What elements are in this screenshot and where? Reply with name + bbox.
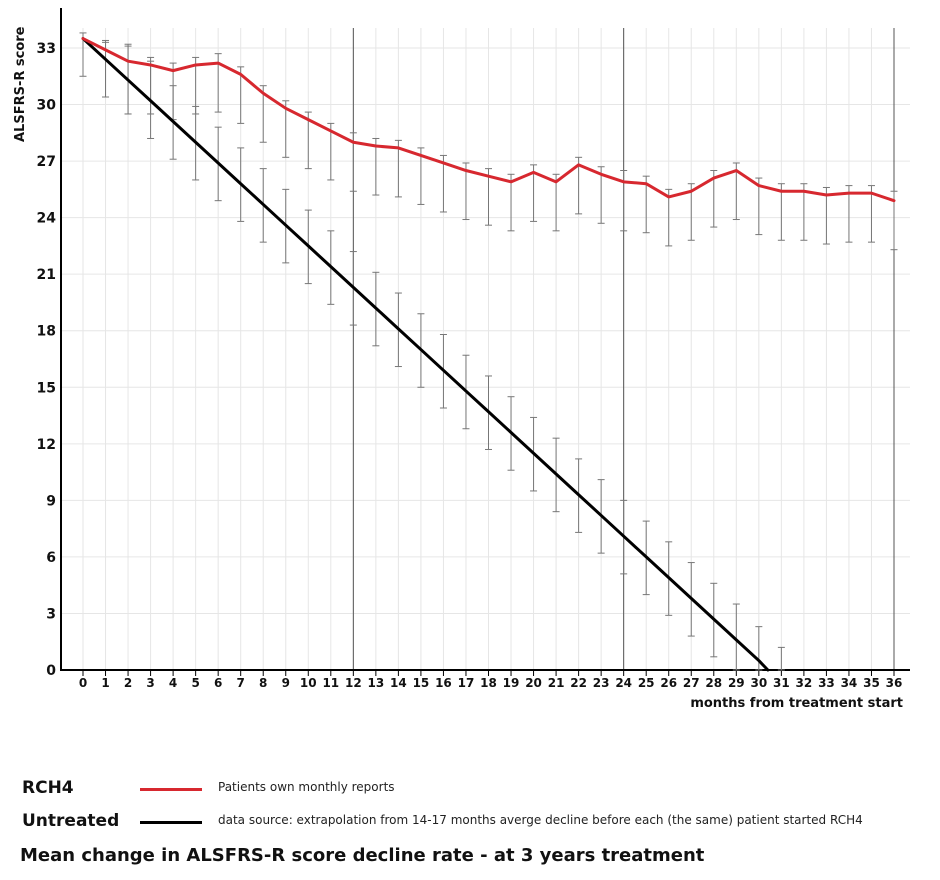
y-axis-label: ALSFRS-R score (13, 26, 28, 142)
error-bar-rch4-31 (777, 183, 785, 241)
y-tick-label-21: 21 (37, 267, 56, 283)
x-tick-label-7: 7 (237, 676, 245, 690)
y-tick-label-9: 9 (46, 493, 56, 509)
x-tick-label-12: 12 (345, 676, 362, 690)
x-tick-label-23: 23 (593, 676, 610, 690)
error-bar-rch4-19 (507, 173, 515, 232)
x-tick-label-35: 35 (863, 676, 880, 690)
error-bar-untreated-30 (755, 626, 763, 671)
x-tick-label-34: 34 (841, 676, 858, 690)
error-bar-rch4-14 (394, 139, 402, 198)
x-tick-label-18: 18 (480, 676, 497, 690)
error-bar-rch4-11 (327, 122, 335, 181)
y-tick-label-3: 3 (46, 606, 56, 622)
error-bar-rch4-3 (147, 56, 155, 115)
x-tick-label-0: 0 (79, 676, 87, 690)
series-line-rch4 (81, 37, 896, 203)
x-tick-label-17: 17 (458, 676, 475, 690)
error-bar-rch4-28 (710, 170, 718, 228)
legend-entry-untreated: Untreated data source: extrapolation fro… (0, 811, 940, 833)
x-tick-label-13: 13 (368, 676, 385, 690)
y-tick-label-12: 12 (37, 437, 56, 453)
error-bar-rch4-13 (372, 137, 380, 196)
x-tick-label-14: 14 (390, 676, 407, 690)
x-tick-label-3: 3 (146, 676, 154, 690)
error-bar-rch4-15 (417, 147, 425, 205)
y-tick-label-6: 6 (46, 550, 56, 566)
error-bar-rch4-17 (462, 162, 470, 221)
x-tick-label-15: 15 (413, 676, 430, 690)
axes (60, 8, 910, 671)
error-bar-rch4-9 (282, 100, 290, 158)
x-tick-label-21: 21 (548, 676, 565, 690)
y-tick-label-27: 27 (37, 154, 56, 170)
x-tick-label-26: 26 (660, 676, 677, 690)
error-bar-rch4-20 (530, 164, 538, 222)
x-tick-label-6: 6 (214, 676, 222, 690)
error-bar-rch4-34 (845, 185, 853, 243)
x-tick-label-5: 5 (191, 676, 199, 690)
error-bar-rch4-10 (304, 111, 312, 170)
legend-swatch-untreated (140, 821, 202, 824)
x-tick-label-9: 9 (282, 676, 290, 690)
x-tick-label-4: 4 (169, 676, 177, 690)
x-tick-label-20: 20 (525, 676, 542, 690)
x-tick-label-22: 22 (570, 676, 587, 690)
legend-entry-rch4: RCH4 Patients own monthly reports (0, 778, 940, 800)
error-bar-rch4-8 (259, 85, 267, 143)
x-tick-label-24: 24 (615, 676, 632, 690)
legend-label-rch4: RCH4 (22, 778, 74, 798)
error-bar-untreated-29 (732, 603, 740, 671)
x-tick-label-28: 28 (705, 676, 722, 690)
y-tick-label-24: 24 (37, 211, 57, 227)
chart-title: Mean change in ALSFRS-R score decline ra… (20, 845, 705, 866)
error-bar-rch4-18 (485, 168, 492, 226)
x-tick-label-33: 33 (818, 676, 835, 690)
x-tick-label-16: 16 (435, 676, 452, 690)
legend-description-untreated: data source: extrapolation from 14-17 mo… (218, 813, 863, 827)
x-tick-label-1: 1 (101, 676, 109, 690)
error-bar-rch4-23 (597, 166, 605, 224)
error-bar-untreated-31 (777, 646, 785, 671)
y-tick-label-18: 18 (37, 324, 56, 340)
error-bar-rch4-33 (822, 186, 830, 245)
series-line-untreated (81, 37, 770, 672)
x-tick-label-25: 25 (638, 676, 655, 690)
x-tick-label-10: 10 (300, 676, 317, 690)
error-bar-rch4-21 (552, 173, 560, 232)
error-bar-rch4-26 (665, 188, 673, 247)
legend-label-untreated: Untreated (22, 811, 120, 831)
series-lines (81, 37, 896, 672)
error-bar-rch4-27 (687, 183, 695, 241)
x-tick-label-19: 19 (503, 676, 520, 690)
error-bar-rch4-16 (439, 154, 447, 213)
y-axis-ticks: 0 3 6 9 12 15 18 21 24 27 30 33 (37, 41, 57, 679)
error-bar-rch4-5 (192, 56, 200, 115)
y-tick-label-15: 15 (37, 380, 56, 396)
error-bar-rch4-25 (642, 175, 650, 234)
y-tick-label-30: 30 (37, 98, 57, 114)
x-tick-label-27: 27 (683, 676, 700, 690)
y-tick-label-33: 33 (37, 41, 56, 57)
error-bar-rch4-22 (575, 156, 583, 215)
error-bar-rch4-35 (867, 185, 875, 243)
error-bar-rch4-29 (732, 162, 740, 221)
x-axis-label: months from treatment start (690, 696, 903, 711)
error-bar-rch4-30 (755, 177, 763, 236)
x-tick-label-11: 11 (322, 676, 339, 690)
grid (61, 28, 910, 671)
x-tick-label-31: 31 (773, 676, 790, 690)
x-tick-label-30: 30 (750, 676, 767, 690)
legend-description-rch4: Patients own monthly reports (218, 780, 395, 794)
error-bar-rch4-32 (800, 183, 808, 241)
y-tick-label-0: 0 (46, 663, 56, 679)
x-tick-label-36: 36 (886, 676, 903, 690)
x-tick-label-2: 2 (124, 676, 132, 690)
x-tick-label-29: 29 (728, 676, 745, 690)
x-axis-ticks: 0 1 2 3 4 5 6 7 8 9 10 11 12 13 14 15 16 17 18 19 20 21 22 23 24… (79, 670, 903, 690)
legend-swatch-rch4 (140, 788, 202, 791)
x-tick-label-8: 8 (259, 676, 267, 690)
x-tick-label-32: 32 (796, 676, 813, 690)
